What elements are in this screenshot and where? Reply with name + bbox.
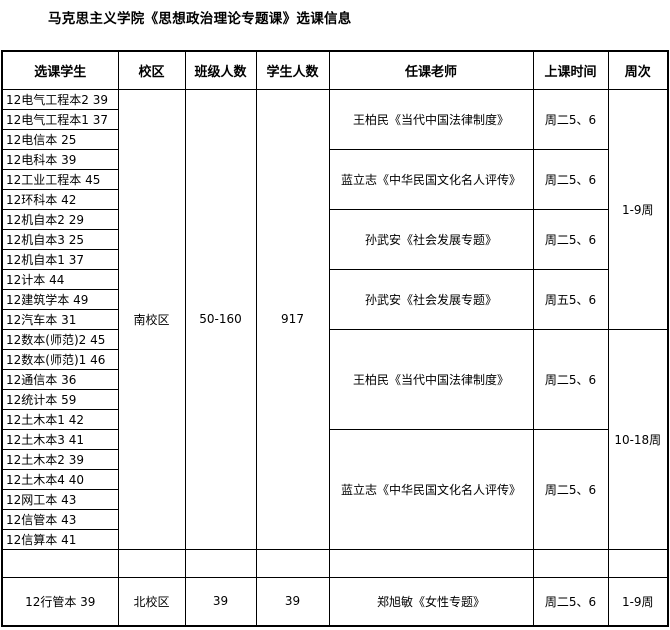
table-header-row: 选课学生 校区 班级人数 学生人数 任课老师 上课时间 周次 <box>1 50 669 90</box>
empty-cell <box>184 548 257 578</box>
class-time-cell: 周二5、6 <box>532 328 609 430</box>
column-header-time: 上课时间 <box>532 50 609 90</box>
student-class-cell: 12机自本2 29 <box>1 208 119 230</box>
table-row: 12机自本2 29 孙武安《社会发展专题》 周二5、6 <box>1 208 668 270</box>
student-class-cell: 12机自本1 37 <box>1 248 119 270</box>
week-range-cell: 1-9周 <box>607 576 669 627</box>
column-header-week: 周次 <box>607 50 669 90</box>
student-class-cell: 12环科本 42 <box>1 188 119 210</box>
class-time-cell: 周二5、6 <box>532 208 609 270</box>
teacher-course-cell: 孙武安《社会发展专题》 <box>328 268 534 330</box>
class-time-cell: 周二5、6 <box>532 148 609 210</box>
column-header-teacher: 任课老师 <box>328 50 534 90</box>
student-class-cell: 12信管本 43 <box>1 508 119 530</box>
table-row: 12信算本 41 <box>1 528 668 550</box>
teacher-course-cell: 王柏民《当代中国法律制度》 <box>328 88 534 150</box>
week-range-cell: 10-18周 <box>607 328 669 550</box>
teacher-course-cell: 王柏民《当代中国法律制度》 <box>328 328 534 430</box>
column-header-campus: 校区 <box>117 50 186 90</box>
student-class-cell: 12计本 44 <box>1 268 119 290</box>
course-selection-table: 选课学生 校区 班级人数 学生人数 任课老师 上课时间 周次 12电气工程本2 … <box>1 50 669 627</box>
student-class-cell: 12土木本4 40 <box>1 468 119 490</box>
student-class-cell: 12电气工程本2 39 <box>1 88 119 110</box>
class-time-cell: 周二5、6 <box>532 428 609 550</box>
student-class-cell: 12机自本3 25 <box>1 228 119 250</box>
student-class-cell: 12土木本3 41 <box>1 428 119 450</box>
teacher-course-cell: 蓝立志《中华民国文化名人评传》 <box>328 148 534 210</box>
class-time-cell: 周二5、6 <box>532 88 609 150</box>
student-class-cell: 12电科本 39 <box>1 148 119 170</box>
student-class-cell: 12汽车本 31 <box>1 308 119 330</box>
column-header-student-count: 学生人数 <box>255 50 330 90</box>
student-class-cell: 12网工本 43 <box>1 488 119 510</box>
table-row: 12数本(师范)2 45 王柏民《当代中国法律制度》 周二5、6 10-18周 <box>1 328 669 550</box>
table-row: 12机自本1 37 <box>1 248 668 270</box>
campus-cell: 南校区 <box>117 88 186 550</box>
student-class-cell: 12行管本 39 <box>1 576 119 627</box>
class-time-cell: 周二5、6 <box>532 576 609 627</box>
student-class-cell: 12工业工程本 45 <box>1 168 119 190</box>
table-row: 12电气工程本2 39 南校区 50-160 917 王柏民《当代中国法律制度》… <box>1 88 669 550</box>
class-size-cell: 39 <box>184 576 257 627</box>
student-class-cell: 12统计本 59 <box>1 388 119 410</box>
teacher-course-cell: 孙武安《社会发展专题》 <box>328 208 534 270</box>
column-header-students: 选课学生 <box>1 50 119 90</box>
student-count-cell: 917 <box>255 88 330 550</box>
table-row: 12土木本2 39 <box>1 448 668 470</box>
student-class-cell: 12数本(师范)2 45 <box>1 328 119 350</box>
empty-cell <box>117 548 186 578</box>
empty-cell <box>328 548 534 578</box>
campus-cell: 北校区 <box>117 576 186 627</box>
student-class-cell: 12建筑学本 49 <box>1 288 119 310</box>
table-row: 12通信本 36 <box>1 368 668 390</box>
page-title: 马克思主义学院《思想政治理论专题课》选课信息 <box>48 11 352 27</box>
empty-cell <box>607 548 669 578</box>
empty-cell <box>532 548 609 578</box>
spacer-row <box>1 548 669 578</box>
class-time-cell: 周五5、6 <box>532 268 609 330</box>
teacher-course-cell: 蓝立志《中华民国文化名人评传》 <box>328 428 534 550</box>
column-header-class-size: 班级人数 <box>184 50 257 90</box>
table-row: 12电科本 39 蓝立志《中华民国文化名人评传》 周二5、6 <box>1 148 668 210</box>
student-class-cell: 12数本(师范)1 46 <box>1 348 119 370</box>
empty-cell <box>1 548 119 578</box>
table-row: 12机自本3 25 <box>1 228 668 250</box>
table-row: 12土木本3 41 蓝立志《中华民国文化名人评传》 周二5、6 <box>1 428 668 550</box>
week-range-cell: 1-9周 <box>607 88 669 330</box>
student-class-cell: 12通信本 36 <box>1 368 119 390</box>
empty-cell <box>255 548 330 578</box>
table-row: 12数本(师范)1 46 <box>1 348 668 370</box>
class-size-cell: 50-160 <box>184 88 257 550</box>
table-row: 12计本 44 孙武安《社会发展专题》 周五5、6 <box>1 268 668 330</box>
student-class-cell: 12土木本1 42 <box>1 408 119 430</box>
table-row: 12信管本 43 <box>1 508 668 530</box>
table-row: 12行管本 39 北校区 39 39 郑旭敏《女性专题》 周二5、6 1-9周 <box>1 576 669 627</box>
student-class-cell: 12电气工程本1 37 <box>1 108 119 130</box>
student-class-cell: 12电信本 25 <box>1 128 119 150</box>
table-row: 12土木本4 40 <box>1 468 668 490</box>
student-class-cell: 12信算本 41 <box>1 528 119 550</box>
student-class-cell: 12土木本2 39 <box>1 448 119 470</box>
student-count-cell: 39 <box>255 576 330 627</box>
teacher-course-cell: 郑旭敏《女性专题》 <box>328 576 534 627</box>
